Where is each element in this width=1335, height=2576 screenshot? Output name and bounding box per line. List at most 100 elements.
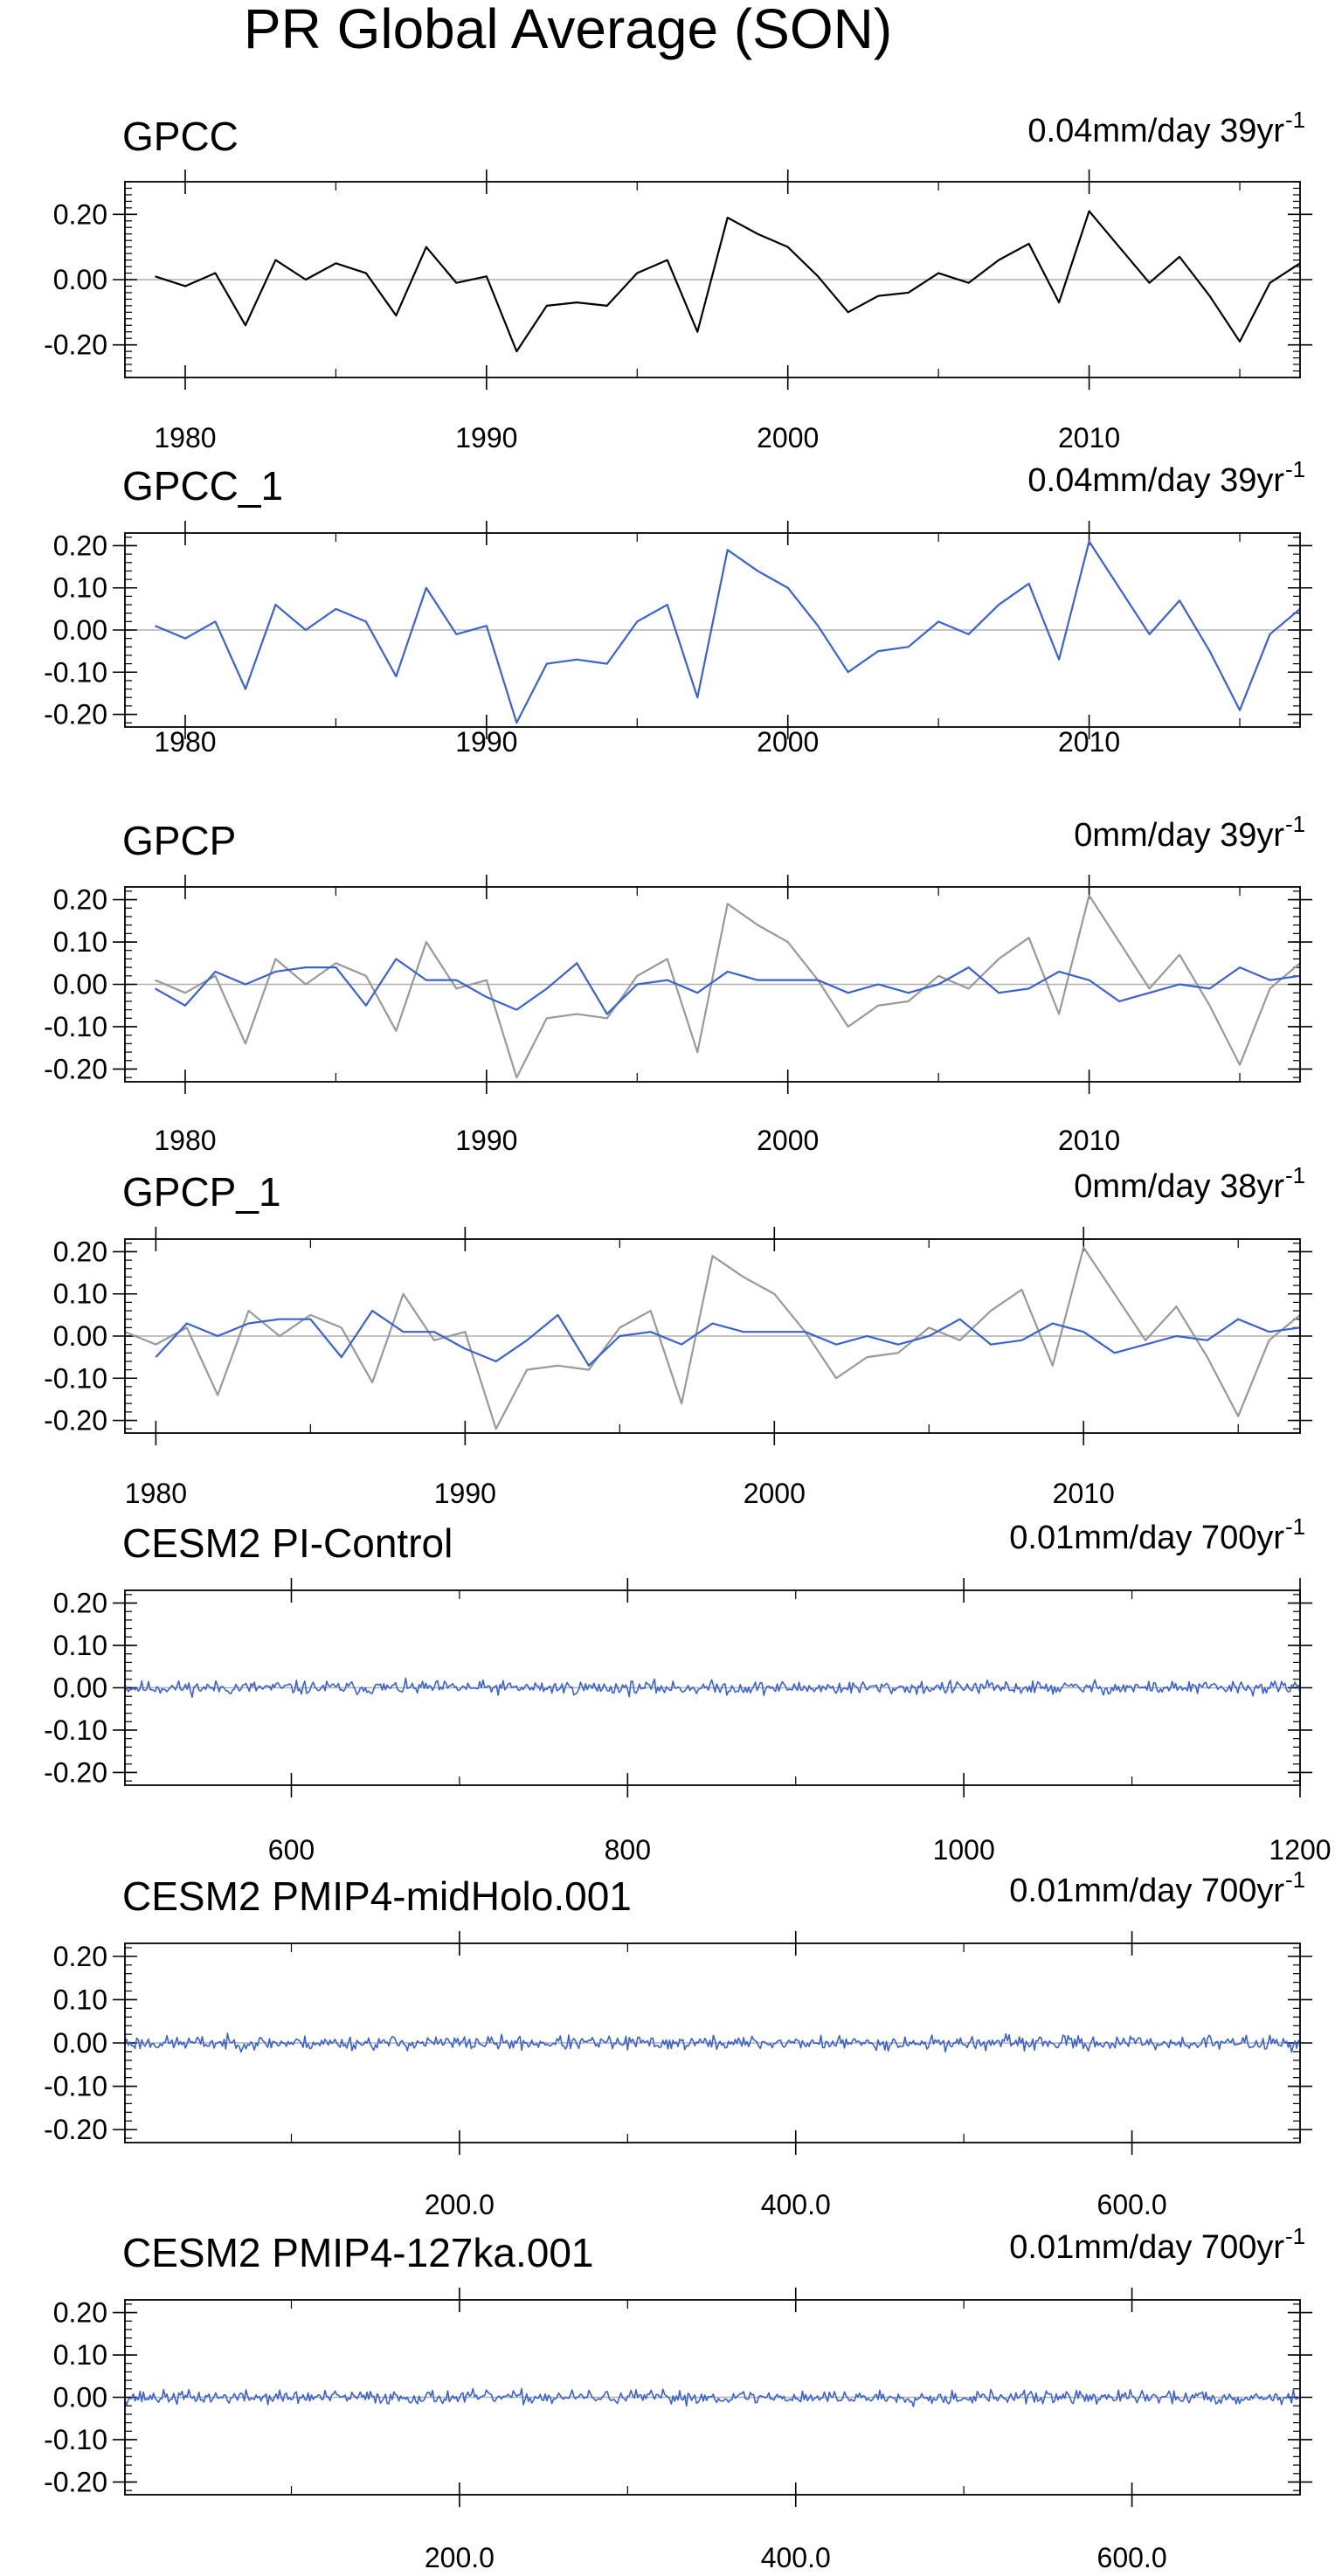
y-tick-label: -0.20 [44,1053,107,1084]
x-tick-label: 600.0 [1097,2542,1167,2573]
x-tick-label: 800 [605,1834,651,1866]
panel-annotation-superscript: -1 [1285,456,1305,482]
series-line-gpcc-reference- [124,1246,1301,1430]
plot-frame [124,2299,1301,2496]
y-tick-label: 0.00 [53,264,107,295]
y-tick-label: 0.00 [53,2382,107,2413]
series-line-gpcp [154,958,1301,1015]
y-tick-label: 0.20 [53,884,107,916]
y-tick-label: 0.20 [53,1941,107,1972]
panel-annotation: 0.01mm/day 700yr [1009,1520,1284,1556]
panel-title: CESM2 PI-Control [122,1520,453,1566]
panel-annotation-superscript: -1 [1285,1162,1305,1188]
panel-annotation: 0.01mm/day 700yr [1009,1873,1284,1909]
panel-3: GPCP 0mm/day 39yr -1 0.20 0.10 0.00 -0.10 -0.20… [44,811,1312,1156]
x-tick-label: 2010 [1053,1478,1115,1509]
x-tick-label: 400.0 [761,2542,831,2573]
x-tick-label: 1000 [933,1834,995,1866]
series-line-cesm2-pmip4-midholo-001 [124,2032,1301,2053]
y-tick-label: -0.20 [44,1405,107,1437]
panel-annotation: 0mm/day 38yr [1074,1168,1284,1205]
x-tick-label: 1980 [154,422,216,454]
y-tick-label: -0.10 [44,656,107,688]
panel-annotation: 0.01mm/day 700yr [1009,2229,1284,2266]
y-tick-label: 0.00 [53,2027,107,2059]
panel-annotation: 0mm/day 39yr [1074,817,1284,854]
panel-title: GPCC [122,114,239,159]
y-tick-label: 0.20 [53,2297,107,2329]
x-tick-label: 1200 [1269,1834,1331,1866]
y-tick-label: -0.10 [44,1714,107,1746]
x-tick-label: 2000 [744,1478,806,1509]
y-tick-label: -0.10 [44,1011,107,1042]
x-tick-label: 1990 [455,1125,517,1156]
x-tick-label: 1980 [125,1478,187,1509]
x-tick-label: 2000 [757,726,819,758]
series-line-cesm2-pmip4-127ka-001 [124,2387,1301,2407]
y-tick-label: 0.10 [53,2339,107,2371]
series-line-gpcc-1 [155,540,1301,724]
y-tick-label: -0.10 [44,2071,107,2102]
plot-frame [124,1238,1301,1434]
x-tick-label: 600.0 [1097,2189,1167,2220]
panel-title: GPCC_1 [122,463,283,509]
x-tick-label: 2010 [1058,726,1120,758]
y-tick-label: 0.20 [53,1236,107,1267]
plot-frame [124,1942,1301,2143]
y-tick-label: 0.20 [53,530,107,561]
panel-title: CESM2 PMIP4-127ka.001 [122,2230,594,2275]
plot-frame [124,886,1301,1083]
y-tick-label: -0.20 [44,699,107,731]
y-tick-label: 0.10 [53,1984,107,2015]
x-tick-label: 1980 [154,1125,216,1156]
panel-6: CESM2 PMIP4-midHolo.001 0.01mm/day 700yr -… [44,1866,1312,2220]
plot-frame [124,532,1301,728]
panel-1: GPCC 0.04mm/day 39yr -1 0.20 0.00 -0.20 1980 19… [44,107,1312,454]
x-tick-label: 600 [268,1834,315,1866]
y-tick-label: 0.20 [53,198,107,230]
panel-annotation: 0.04mm/day 39yr [1027,462,1284,499]
panel-2: GPCC_1 0.04mm/day 39yr -1 0.20 0.10 0.00 -0.10… [44,456,1312,758]
series-line-gpcc-reference- [155,894,1301,1079]
y-tick-label: -0.20 [44,329,107,361]
y-tick-label: 0.20 [53,1588,107,1619]
y-tick-label: 0.10 [53,572,107,604]
panel-annotation-superscript: -1 [1285,1866,1305,1893]
panel-4: GPCP_1 0mm/day 38yr -1 0.20 0.10 0.00 -0.10 -0.… [44,1162,1312,1509]
y-tick-label: -0.20 [44,1756,107,1788]
panel-annotation-superscript: -1 [1285,2223,1305,2249]
panel-title: GPCP [122,818,236,863]
x-tick-label: 1990 [455,422,517,454]
y-tick-label: 0.00 [53,614,107,646]
y-tick-label: 0.00 [53,1672,107,1704]
x-tick-label: 1990 [455,726,517,758]
y-tick-label: 0.10 [53,1278,107,1310]
panel-annotation: 0.04mm/day 39yr [1027,113,1284,149]
y-tick-label: 0.00 [53,969,107,1001]
panel-5: CESM2 PI-Control 0.01mm/day 700yr -1 0.20 0.… [44,1513,1332,1866]
x-tick-label: 1990 [434,1478,496,1509]
y-tick-label: -0.10 [44,1362,107,1394]
x-tick-label: 2010 [1058,1125,1120,1156]
y-tick-label: -0.20 [44,2466,107,2497]
panel-title: CESM2 PMIP4-midHolo.001 [122,1873,632,1919]
x-tick-label: 2000 [757,422,819,454]
panel-title: GPCP_1 [122,1169,281,1215]
y-tick-label: -0.10 [44,2424,107,2455]
series-line-gpcc [155,210,1301,353]
series-line-cesm2-pi-control [124,1677,1301,1698]
panel-7: CESM2 PMIP4-127ka.001 0.01mm/day 700yr -1 0… [44,2223,1312,2573]
x-tick-label: 2010 [1058,422,1120,454]
series-line-gpcp-1 [155,1309,1301,1367]
y-tick-label: 0.10 [53,926,107,958]
x-tick-label: 2000 [757,1125,819,1156]
figure-title: PR Global Average (SON) [244,0,892,60]
panel-annotation-superscript: -1 [1285,107,1305,133]
y-tick-label: 0.00 [53,1320,107,1352]
y-tick-label: 0.10 [53,1630,107,1661]
x-tick-label: 1980 [154,726,216,758]
panel-annotation-superscript: -1 [1285,1513,1305,1540]
plot-frame [124,181,1301,378]
